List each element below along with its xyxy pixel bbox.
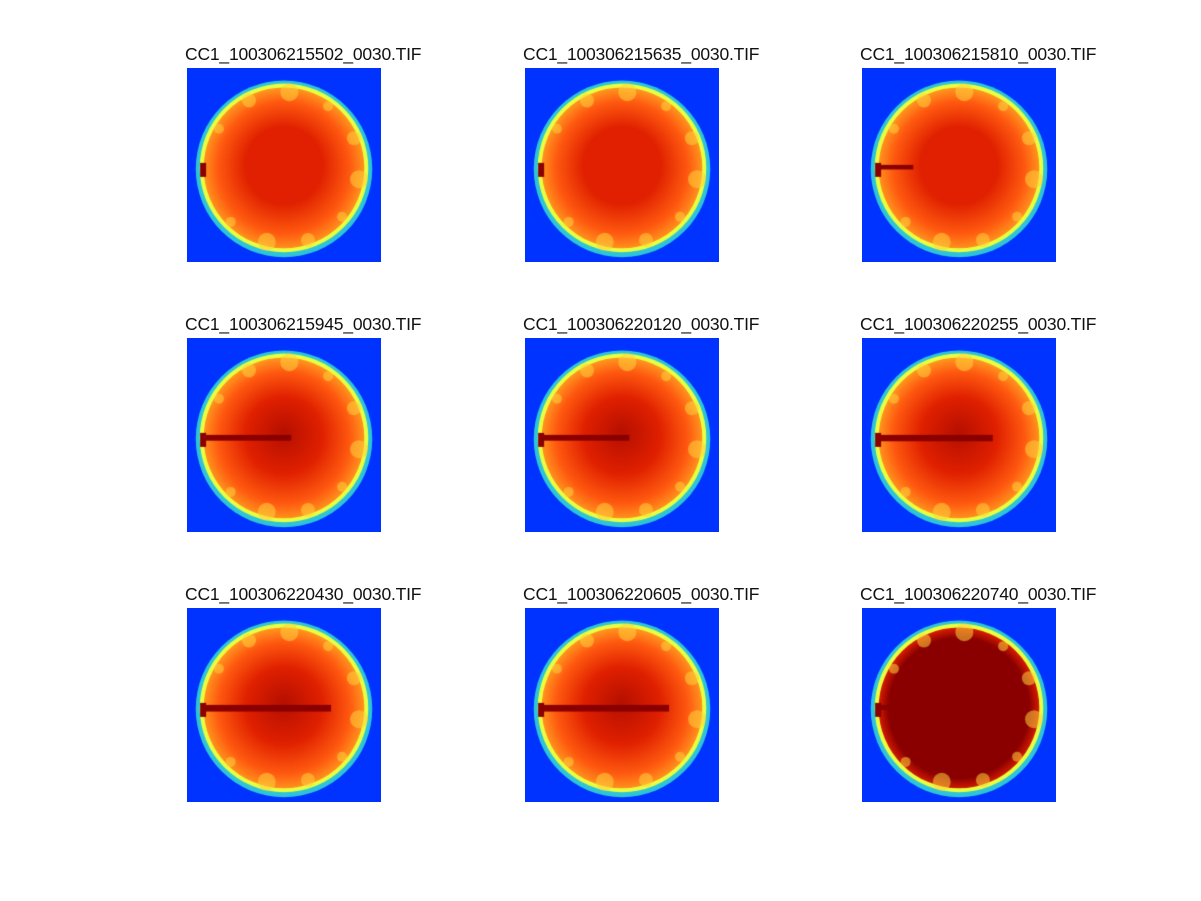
image-panel: CC1_100306215635_0030.TIF	[523, 44, 795, 266]
panel-title: CC1_100306220430_0030.TIF	[185, 584, 422, 604]
intensity-image	[525, 338, 719, 532]
image-panel: CC1_100306220740_0030.TIF	[860, 584, 1132, 806]
image-panel: CC1_100306220605_0030.TIF	[523, 584, 795, 806]
image-panel: CC1_100306215945_0030.TIF	[185, 314, 457, 536]
intensity-image	[187, 68, 381, 262]
intensity-image	[525, 68, 719, 262]
panel-title: CC1_100306215945_0030.TIF	[185, 314, 422, 334]
intensity-image	[862, 338, 1056, 532]
panel-title: CC1_100306215635_0030.TIF	[523, 44, 760, 64]
image-panel: CC1_100306220255_0030.TIF	[860, 314, 1132, 536]
image-panel: CC1_100306215502_0030.TIF	[185, 44, 457, 266]
panel-title: CC1_100306220120_0030.TIF	[523, 314, 760, 334]
intensity-image	[862, 608, 1056, 802]
intensity-image	[187, 608, 381, 802]
intensity-image	[187, 338, 381, 532]
image-panel: CC1_100306220120_0030.TIF	[523, 314, 795, 536]
panel-title: CC1_100306220255_0030.TIF	[860, 314, 1097, 334]
image-panel: CC1_100306220430_0030.TIF	[185, 584, 457, 806]
intensity-image	[525, 608, 719, 802]
panel-title: CC1_100306215810_0030.TIF	[860, 44, 1097, 64]
panel-title: CC1_100306220740_0030.TIF	[860, 584, 1097, 604]
panel-title: CC1_100306220605_0030.TIF	[523, 584, 760, 604]
intensity-image	[862, 68, 1056, 262]
image-panel: CC1_100306215810_0030.TIF	[860, 44, 1132, 266]
panel-title: CC1_100306215502_0030.TIF	[185, 44, 422, 64]
